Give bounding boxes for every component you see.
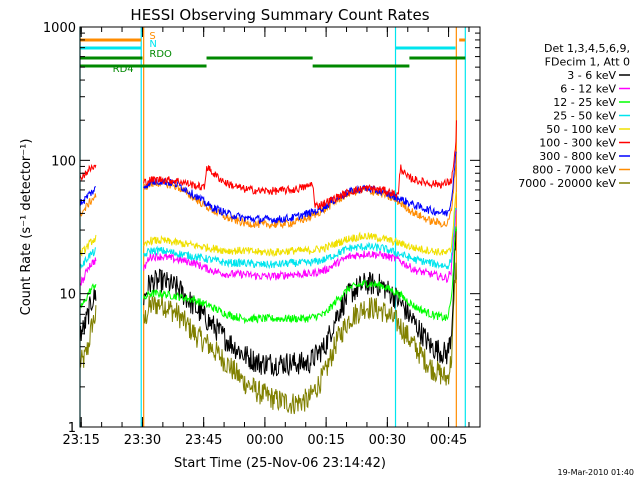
legend-entry-1: 6 - 12 keV xyxy=(560,83,616,96)
legend-header-0: Det 1,3,4,5,6,9, xyxy=(544,42,630,55)
legend: Det 1,3,4,5,6,9,FDecim 1, Att 03 - 6 keV… xyxy=(518,42,630,190)
y-axis-label: Count Rate (s⁻¹ detector⁻¹) xyxy=(19,139,34,316)
chart-title: HESSI Observing Summary Count Rates xyxy=(130,6,429,24)
series-line-6 xyxy=(79,151,457,225)
flag-label-rd4: RD4 xyxy=(113,64,134,75)
legend-entry-7: 800 - 7000 keV xyxy=(532,164,616,177)
legend-header-1: FDecim 1, Att 0 xyxy=(545,56,630,69)
series-line-0 xyxy=(79,227,457,377)
legend-entry-3: 25 - 50 keV xyxy=(553,110,616,123)
y-axis: 1 10 100 1000 xyxy=(43,21,480,436)
y-tick-label-0: 1 xyxy=(68,421,76,436)
x-tick-label-6: 00:45 xyxy=(430,433,467,448)
legend-entry-8: 7000 - 20000 keV xyxy=(518,177,616,190)
flag-label-n: N xyxy=(149,39,156,50)
series-line-4 xyxy=(79,192,457,258)
legend-entry-2: 12 - 25 keV xyxy=(553,96,616,109)
legend-entry-6: 300 - 800 keV xyxy=(539,150,616,163)
legend-entry-0: 3 - 6 keV xyxy=(567,69,616,82)
series-line-2 xyxy=(79,226,457,325)
x-tick-label-5: 00:30 xyxy=(369,433,406,448)
legend-entry-5: 100 - 300 keV xyxy=(539,137,616,150)
x-tick-label-3: 00:00 xyxy=(246,433,283,448)
x-axis-label: Start Time (25-Nov-06 23:14:42) xyxy=(174,456,386,471)
series-layer xyxy=(79,120,457,415)
x-tick-label-0: 23:15 xyxy=(62,433,99,448)
plot-frame xyxy=(79,26,481,428)
y-tick-label-2: 100 xyxy=(51,154,76,169)
x-tick-label-4: 00:15 xyxy=(307,433,344,448)
series-line-5 xyxy=(79,120,457,210)
series-line-3 xyxy=(79,207,457,270)
x-tick-label-2: 23:45 xyxy=(185,433,222,448)
flag-label-rdo: RDO xyxy=(149,49,172,60)
legend-entry-4: 50 - 100 keV xyxy=(546,123,616,136)
x-axis: 23:15 23:30 23:45 00:00 00:15 00:30 00:45 xyxy=(62,27,470,448)
y-tick-label-1: 10 xyxy=(59,288,76,303)
series-line-1 xyxy=(79,209,457,286)
flag-label-s: S xyxy=(149,31,155,42)
series-line-8 xyxy=(79,262,457,415)
timestamp-label: 19-Mar-2010 01:40 xyxy=(558,468,635,477)
y-tick-label-3: 1000 xyxy=(43,21,76,36)
x-tick-label-1: 23:30 xyxy=(124,433,161,448)
